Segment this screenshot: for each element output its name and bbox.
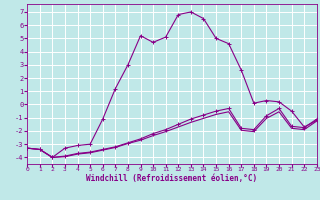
X-axis label: Windchill (Refroidissement éolien,°C): Windchill (Refroidissement éolien,°C) — [86, 174, 258, 183]
